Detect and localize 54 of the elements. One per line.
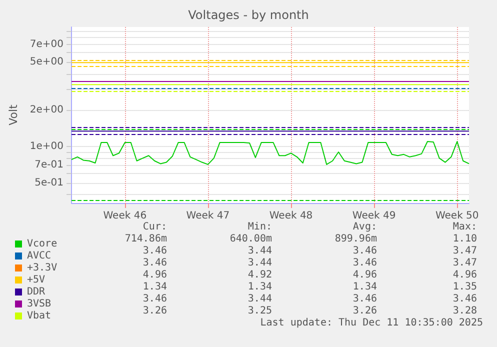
y-tick-label: 7e+00: [30, 39, 64, 50]
y-tick-label: 2e+00: [30, 104, 64, 116]
legend-label: AVCC: [27, 250, 52, 262]
legend-label: DDR: [27, 286, 46, 298]
text: 4.96: [352, 270, 377, 280]
x-tick-label: Week 48: [269, 210, 313, 222]
text: 899.96m: [334, 234, 377, 244]
text: 3.44: [248, 294, 272, 304]
text: 3.47: [452, 246, 477, 256]
text: 3.26: [142, 306, 167, 316]
text: Last update: Thu Dec 11 10:35:00 2025: [260, 318, 483, 328]
text: 3.47: [452, 258, 477, 268]
text: 3.25: [248, 306, 272, 316]
legend-label: +3.3V: [27, 262, 58, 274]
text: 3.26: [352, 306, 377, 316]
text: 3.46: [352, 246, 377, 256]
text: Min:: [248, 222, 272, 232]
text: 1.34: [248, 282, 272, 292]
line-series: [71, 141, 470, 165]
x-tick-label: Week 49: [352, 210, 396, 222]
y-tick-label: 5e+00: [30, 56, 64, 68]
text: 4.96: [452, 270, 477, 280]
text: 1.10: [452, 234, 477, 244]
text: 3.46: [142, 294, 167, 304]
text: 3.46: [142, 246, 167, 256]
legend-label: 3VSB: [27, 298, 52, 310]
text: 1.34: [352, 282, 377, 292]
x-tick-label: Week 50: [435, 210, 479, 222]
text: 1.35: [452, 282, 477, 292]
y-tick-label: 5e-01: [34, 177, 64, 188]
text: 4.92: [248, 270, 272, 280]
legend-label: Vbat: [27, 310, 52, 322]
y-tick-label: 7e-01: [34, 160, 64, 171]
text: 3.46: [352, 258, 377, 268]
text: 3.46: [352, 294, 377, 304]
text: 1.34: [142, 282, 167, 292]
legend-label: Vcore: [27, 238, 58, 250]
text: 3.46: [452, 294, 477, 304]
x-tick-label: Week 46: [103, 210, 147, 222]
y-tick-label: 1e+00: [30, 141, 64, 152]
text: 3.46: [142, 258, 167, 268]
x-tick-label: Week 47: [186, 210, 230, 222]
text: Cur:: [142, 222, 167, 232]
text: Max:: [452, 222, 477, 232]
text: 3.28: [452, 306, 477, 316]
text: 3.44: [248, 258, 272, 268]
y-axis-title: Volt: [7, 104, 20, 126]
text: 640.00m: [230, 234, 272, 244]
text: 3.44: [248, 246, 272, 256]
chart-title: Voltages - by month: [188, 8, 309, 22]
text: 714.86m: [124, 234, 167, 244]
text: 4.96: [142, 270, 167, 280]
legend-label: +5V: [27, 274, 46, 286]
text: Avg:: [352, 222, 377, 232]
